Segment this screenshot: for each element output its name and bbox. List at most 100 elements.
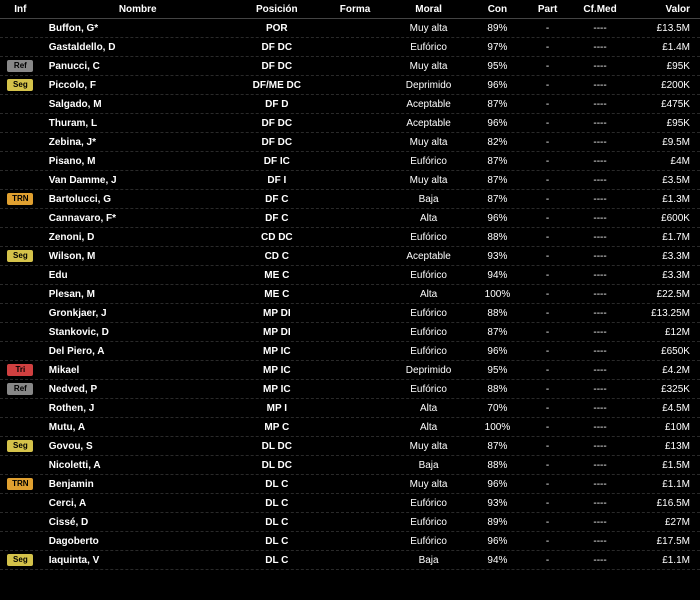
header-moral[interactable]: Moral [387, 4, 470, 15]
table-row[interactable]: SegPiccolo, FDF/ME DCDeprimido96%-----£2… [0, 76, 700, 95]
status-badge: Seg [7, 250, 33, 262]
cell-con: 96% [470, 80, 525, 91]
table-row[interactable]: Plesan, MME CAlta100%-----£22.5M [0, 285, 700, 304]
table-row[interactable]: RefPanucci, CDF DCMuy alta95%-----£95K [0, 57, 700, 76]
cell-part: - [525, 422, 570, 433]
header-con[interactable]: Con [470, 4, 525, 15]
cell-name: Pisano, M [41, 156, 231, 167]
cell-name: Cissé, D [41, 517, 231, 528]
table-row[interactable]: Thuram, LDF DCAceptable96%-----£95K [0, 114, 700, 133]
table-row[interactable]: SegIaquinta, VDL CBaja94%-----£1.1M [0, 551, 700, 570]
header-name[interactable]: Nombre [41, 4, 231, 15]
table-row[interactable]: SegWilson, MCD CAceptable93%-----£3.3M [0, 247, 700, 266]
cell-part: - [525, 365, 570, 376]
cell-part: - [525, 175, 570, 186]
table-row[interactable]: Nicoletti, ADL DCBaja88%-----£1.5M [0, 456, 700, 475]
table-row[interactable]: Gronkjaer, JMP DIEufórico88%-----£13.25M [0, 304, 700, 323]
table-row[interactable]: Zebina, J*DF DCMuy alta82%-----£9.5M [0, 133, 700, 152]
cell-moral: Alta [387, 422, 470, 433]
table-row[interactable]: Van Damme, JDF IMuy alta87%-----£3.5M [0, 171, 700, 190]
table-row[interactable]: Gastaldello, DDF DCEufórico97%-----£1.4M [0, 38, 700, 57]
header-form[interactable]: Forma [323, 4, 387, 15]
table-row[interactable]: TRNBenjaminDL CMuy alta96%-----£1.1M [0, 475, 700, 494]
table-row[interactable]: RefNedved, PMP ICEufórico88%-----£325K [0, 380, 700, 399]
cell-cfmed: ---- [570, 536, 630, 547]
cell-con: 87% [470, 156, 525, 167]
cell-valor: £3.5M [630, 175, 700, 186]
cell-part: - [525, 498, 570, 509]
table-row[interactable]: Del Piero, AMP ICEufórico96%-----£650K [0, 342, 700, 361]
cell-valor: £27M [630, 517, 700, 528]
table-row[interactable]: EduME CEufórico94%-----£3.3M [0, 266, 700, 285]
cell-pos: ME C [231, 289, 323, 300]
table-row[interactable]: Cissé, DDL CEufórico89%-----£27M [0, 513, 700, 532]
cell-con: 93% [470, 498, 525, 509]
cell-valor: £22.5M [630, 289, 700, 300]
cell-valor: £16.5M [630, 498, 700, 509]
cell-part: - [525, 118, 570, 129]
table-row[interactable]: Stankovic, DMP DIEufórico87%-----£12M [0, 323, 700, 342]
cell-pos: MP I [231, 403, 323, 414]
cell-con: 95% [470, 365, 525, 376]
cell-cfmed: ---- [570, 232, 630, 243]
squad-table: Inf Nombre Posición Forma Moral Con Part… [0, 0, 700, 570]
cell-moral: Muy alta [387, 441, 470, 452]
cell-cfmed: ---- [570, 403, 630, 414]
table-row[interactable]: Mutu, AMP CAlta100%-----£10M [0, 418, 700, 437]
table-row[interactable]: Cerci, ADL CEufórico93%-----£16.5M [0, 494, 700, 513]
cell-moral: Muy alta [387, 479, 470, 490]
cell-valor: £1.3M [630, 194, 700, 205]
cell-name: Zenoni, D [41, 232, 231, 243]
table-row[interactable]: Rothen, JMP IAlta70%-----£4.5M [0, 399, 700, 418]
cell-con: 96% [470, 479, 525, 490]
cell-con: 87% [470, 441, 525, 452]
cell-pos: MP C [231, 422, 323, 433]
header-part[interactable]: Part [525, 4, 570, 15]
cell-part: - [525, 156, 570, 167]
table-row[interactable]: Buffon, G*PORMuy alta89%-----£13.5M [0, 19, 700, 38]
table-row[interactable]: Pisano, MDF ICEufórico87%-----£4M [0, 152, 700, 171]
status-badge: Seg [7, 79, 33, 91]
cell-valor: £9.5M [630, 137, 700, 148]
cell-con: 96% [470, 346, 525, 357]
cell-name: Plesan, M [41, 289, 231, 300]
table-row[interactable]: SegGovou, SDL DCMuy alta87%-----£13M [0, 437, 700, 456]
cell-con: 100% [470, 289, 525, 300]
cell-valor: £4.5M [630, 403, 700, 414]
cell-part: - [525, 536, 570, 547]
cell-con: 96% [470, 536, 525, 547]
status-badge: Ref [7, 383, 33, 395]
table-row[interactable]: DagobertoDL CEufórico96%-----£17.5M [0, 532, 700, 551]
status-badge: TRN [7, 478, 33, 490]
cell-part: - [525, 403, 570, 414]
header-inf[interactable]: Inf [0, 4, 41, 15]
cell-valor: £1.4M [630, 42, 700, 53]
cell-valor: £4.2M [630, 365, 700, 376]
cell-con: 97% [470, 42, 525, 53]
table-row[interactable]: TRNBartolucci, GDF CBaja87%-----£1.3M [0, 190, 700, 209]
cell-part: - [525, 460, 570, 471]
cell-cfmed: ---- [570, 327, 630, 338]
table-row[interactable]: Cannavaro, F*DF CAlta96%-----£600K [0, 209, 700, 228]
table-row[interactable]: TriMikaelMP ICDeprimido95%-----£4.2M [0, 361, 700, 380]
cell-con: 93% [470, 251, 525, 262]
cell-name: Benjamin [41, 479, 231, 490]
cell-part: - [525, 194, 570, 205]
cell-valor: £3.3M [630, 251, 700, 262]
header-pos[interactable]: Posición [231, 4, 323, 15]
cell-moral: Eufórico [387, 270, 470, 281]
table-row[interactable]: Salgado, MDF DAceptable87%-----£475K [0, 95, 700, 114]
cell-cfmed: ---- [570, 460, 630, 471]
cell-cfmed: ---- [570, 346, 630, 357]
cell-con: 96% [470, 213, 525, 224]
cell-moral: Aceptable [387, 251, 470, 262]
cell-con: 82% [470, 137, 525, 148]
cell-cfmed: ---- [570, 42, 630, 53]
header-valor[interactable]: Valor [630, 4, 700, 15]
cell-pos: MP IC [231, 384, 323, 395]
cell-moral: Muy alta [387, 137, 470, 148]
cell-inf: TRN [0, 193, 41, 205]
cell-con: 89% [470, 517, 525, 528]
table-row[interactable]: Zenoni, DCD DCEufórico88%-----£1.7M [0, 228, 700, 247]
header-cfmed[interactable]: Cf.Med [570, 4, 630, 15]
